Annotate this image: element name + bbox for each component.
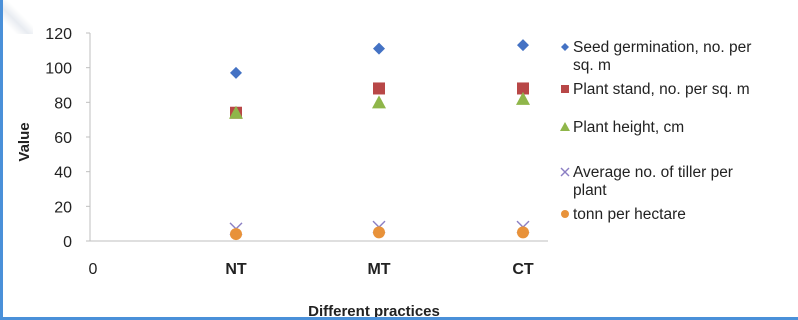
legend-item-1: Plant stand, no. per sq. m [561, 81, 750, 98]
y-tick-label: 20 [54, 199, 72, 216]
point-series0-ct [517, 39, 529, 52]
data-points [229, 39, 530, 241]
y-tick-label: 40 [54, 165, 72, 182]
legend-label-1: Plant stand, no. per sq. m [573, 81, 750, 98]
legend-marker-4 [561, 210, 569, 218]
x-tick-label-ct: CT [512, 261, 534, 278]
legend-label-3: plant [573, 182, 607, 199]
y-tick-label: 0 [63, 234, 72, 251]
legend-item-4: tonn per hectare [561, 206, 686, 223]
point-series2-ct [516, 91, 530, 105]
point-series0-mt [373, 42, 385, 55]
x-tick-label-nt: NT [225, 261, 247, 278]
legend-marker-2 [560, 122, 570, 131]
legend-marker-0 [561, 43, 569, 51]
point-series2-nt [229, 105, 243, 119]
y-axis-label: Value [16, 122, 33, 161]
scatter-chart: 0 20 40 60 80 100 120 0 NT MT CT Seed germination… [16, 26, 751, 317]
point-series4-nt [230, 228, 242, 241]
y-tick-label: 80 [54, 95, 72, 112]
y-tick-label: 100 [45, 61, 72, 78]
axes-group [86, 32, 548, 242]
page-curl-decoration [3, 0, 33, 34]
legend-item-2: Plant height, cm [560, 119, 684, 136]
legend-marker-3 [560, 167, 570, 177]
point-series2-mt [372, 95, 386, 109]
x-tick-label-mt: MT [367, 261, 390, 278]
point-series4-ct [517, 226, 529, 239]
legend-marker-3-stroke [560, 167, 570, 177]
point-series1-ct [517, 82, 529, 95]
legend-label-0: Seed germination, no. per [573, 39, 751, 56]
legend-label-0: sq. m [573, 57, 611, 74]
y-tick-label: 120 [45, 26, 72, 43]
x-axis-label: Different practices [308, 303, 440, 317]
x-tick-labels: 0 NT MT CT [89, 261, 534, 278]
y-tick-labels: 0 20 40 60 80 100 120 [45, 26, 72, 251]
point-series0-nt [230, 66, 242, 79]
point-series4-mt [373, 226, 385, 239]
y-tick-label: 60 [54, 130, 72, 147]
point-series1-mt [373, 82, 385, 95]
legend-marker-1 [561, 85, 569, 93]
legend-label-3: Average no. of tiller per [573, 164, 733, 181]
x-origin-label: 0 [89, 261, 98, 278]
legend-label-2: Plant height, cm [573, 119, 684, 136]
legend-label-4: tonn per hectare [573, 206, 686, 223]
